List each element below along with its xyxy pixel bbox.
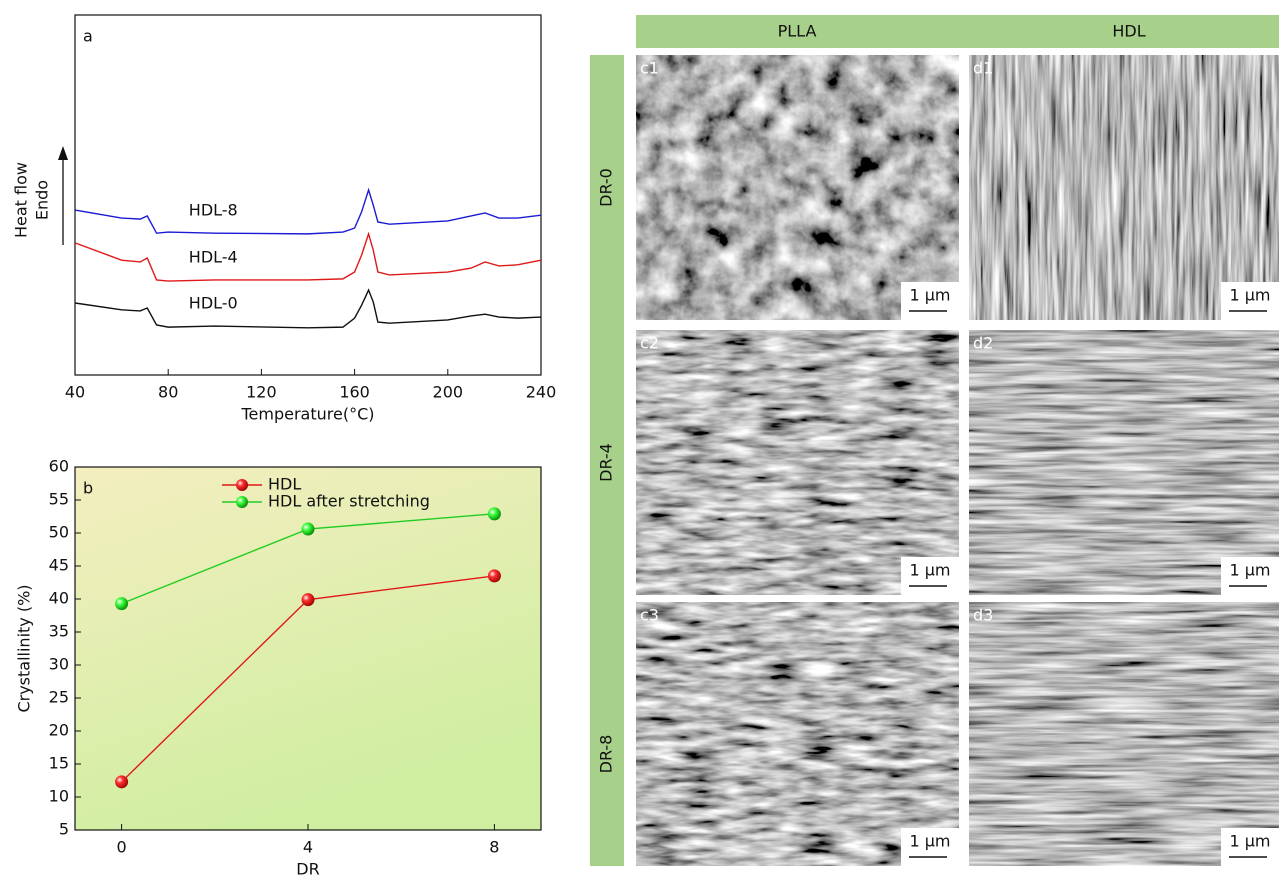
y-tick-label: 30: [49, 655, 69, 674]
x-tick-label: 160: [339, 383, 370, 402]
scale-bar-label: 1 µm: [1229, 832, 1270, 851]
legend-marker: [236, 496, 248, 508]
y-axis-label: Heat flow: [12, 162, 31, 238]
data-point: [302, 593, 315, 606]
panel-label: d3: [973, 606, 993, 625]
column-header: HDL: [1112, 22, 1145, 41]
y-tick-label: 55: [49, 490, 69, 509]
data-line: [75, 234, 541, 281]
page: Heat flow Endo PLLA HDL DR-0 c1 1 µm d1 1 µm DR…: [0, 0, 1279, 881]
row-header: DR-8: [597, 735, 616, 774]
x-tick-label: 8: [489, 838, 499, 857]
plot-frame: [75, 15, 541, 375]
direction-label: Endo: [33, 180, 52, 220]
y-tick-label: 40: [49, 589, 69, 608]
micrograph: [969, 602, 1279, 866]
y-tick-label: 50: [49, 523, 69, 542]
y-tick-label: 25: [49, 688, 69, 707]
x-tick-label: 0: [117, 838, 127, 857]
scale-bar-label: 1 µm: [1229, 286, 1270, 305]
y-tick-label: 20: [49, 721, 69, 740]
data-point: [302, 523, 315, 536]
micrograph: [636, 55, 959, 320]
x-tick-label: 240: [526, 383, 557, 402]
x-tick-label: 4: [303, 838, 313, 857]
y-tick-label: 10: [49, 787, 69, 806]
y-tick-label: 35: [49, 622, 69, 641]
panel-label: c3: [640, 606, 659, 625]
row-header: DR-4: [597, 443, 616, 482]
micrograph-grid: PLLA HDL DR-0 c1 1 µm d1 1 µm DR-4 c2 1 µm d2 1 µm D…: [597, 22, 1279, 867]
legend-label: HDL after stretching: [268, 492, 430, 511]
x-axis-label: DR: [296, 860, 319, 879]
curve-label: HDL-8: [189, 201, 238, 220]
y-tick-label: 45: [49, 556, 69, 575]
x-axis-label: Temperature(°C): [240, 405, 374, 424]
column-header-bar: [636, 15, 1279, 48]
endo-arrowhead: [58, 146, 68, 160]
y-tick-label: 15: [49, 754, 69, 773]
scale-bar-label: 1 µm: [909, 561, 950, 580]
panel-label: c2: [640, 334, 659, 353]
y-tick-label: 5: [59, 820, 69, 839]
micrograph: [636, 330, 959, 595]
panel-label: c1: [640, 59, 659, 78]
curve-label: HDL-4: [189, 247, 238, 266]
x-tick-label: 40: [65, 383, 85, 402]
data-point: [115, 775, 128, 788]
column-header: PLLA: [778, 22, 817, 41]
panel-label: d2: [973, 334, 993, 353]
scale-bar-label: 1 µm: [909, 286, 950, 305]
data-point: [115, 597, 128, 610]
y-axis-label: Crystallinity (%): [15, 584, 34, 712]
panel-label: a: [83, 27, 93, 46]
panel-label: b: [83, 479, 93, 498]
row-header: DR-0: [597, 168, 616, 207]
micrograph: [969, 330, 1279, 595]
x-tick-label: 120: [246, 383, 277, 402]
micrograph: [969, 55, 1279, 320]
micrograph: [636, 602, 959, 866]
curve-label: HDL-0: [189, 294, 238, 313]
panel-label: d1: [973, 59, 993, 78]
legend-marker: [236, 479, 248, 491]
y-tick-label: 60: [49, 457, 69, 476]
data-line: [75, 290, 541, 328]
data-point: [488, 507, 501, 520]
data-point: [488, 569, 501, 582]
figure: Heat flow Endo PLLA HDL DR-0 c1 1 µm d1 1 µm DR…: [0, 0, 1279, 881]
data-line: [75, 190, 541, 234]
x-tick-label: 200: [433, 383, 464, 402]
plot-background: [75, 467, 541, 830]
scale-bar-label: 1 µm: [909, 832, 950, 851]
scale-bar-label: 1 µm: [1229, 561, 1270, 580]
x-tick-label: 80: [158, 383, 178, 402]
